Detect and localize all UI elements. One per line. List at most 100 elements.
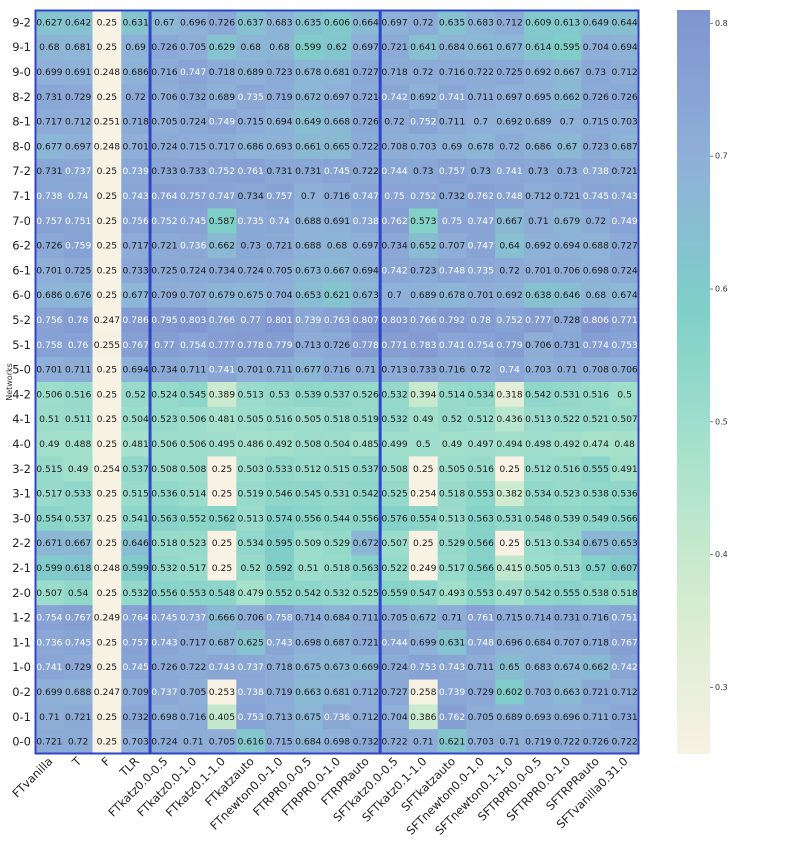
cell-value-label: 0.701 <box>525 265 551 276</box>
y-axis-label: Networks <box>5 363 14 401</box>
heatmap-cell <box>121 258 151 284</box>
heatmap-cell <box>437 555 467 581</box>
heatmap-cell <box>178 679 208 705</box>
heatmap-cell <box>408 307 438 333</box>
cell-value-label: 0.694 <box>266 117 292 128</box>
cell-value-label: 0.533 <box>65 489 91 500</box>
heatmap-cell <box>581 729 611 755</box>
heatmap-cell <box>322 282 352 308</box>
cell-value-label: 0.525 <box>381 489 407 500</box>
cell-value-label: 0.662 <box>554 92 580 103</box>
heatmap-cell <box>150 10 180 36</box>
cell-value-label: 0.715 <box>180 141 206 152</box>
cell-value-label: 0.67 <box>154 17 175 28</box>
heatmap-cell <box>322 431 352 457</box>
cell-value-label: 0.736 <box>324 712 350 723</box>
heatmap-cell <box>437 158 467 184</box>
cell-value-label: 0.7 <box>560 117 575 128</box>
heatmap-cell <box>523 729 554 755</box>
cell-value-label: 0.258 <box>410 687 436 698</box>
heatmap-cell <box>408 10 438 36</box>
cell-value-label: 0.701 <box>36 265 62 276</box>
cell-value-label: 0.716 <box>439 365 465 376</box>
heatmap-cell <box>35 704 65 730</box>
heatmap-cell <box>466 704 496 730</box>
heatmap-cell <box>408 679 438 705</box>
heatmap-cell <box>178 258 208 284</box>
cell-value-label: 0.566 <box>468 538 494 549</box>
heatmap-cell <box>322 233 352 259</box>
cell-value-label: 0.493 <box>439 588 465 599</box>
heatmap-cell <box>466 282 496 308</box>
heatmap-cell <box>437 258 467 284</box>
heatmap-cell <box>207 431 237 457</box>
cell-value-label: 0.745 <box>583 191 609 202</box>
heatmap-cell <box>523 555 554 581</box>
cell-value-label: 0.704 <box>381 712 407 723</box>
heatmap-cell <box>351 357 381 383</box>
cell-value-label: 0.68 <box>586 290 607 301</box>
cell-value-label: 0.517 <box>439 563 465 574</box>
heatmap-cell <box>35 357 65 383</box>
heatmap-cell <box>207 307 237 333</box>
heatmap-cell <box>265 481 295 507</box>
heatmap-cell <box>322 332 352 358</box>
cell-value-label: 0.544 <box>324 513 350 524</box>
cell-value-label: 0.674 <box>611 290 637 301</box>
heatmap-cell <box>178 431 208 457</box>
cell-value-label: 0.25 <box>97 637 118 648</box>
cell-value-label: 0.69 <box>442 141 463 152</box>
heatmap-cell <box>408 233 438 259</box>
cell-value-label: 0.697 <box>381 17 407 28</box>
heatmap-cell <box>552 679 582 705</box>
cell-value-label: 0.436 <box>496 414 522 425</box>
cell-value-label: 0.747 <box>468 216 494 227</box>
cell-value-label: 0.721 <box>583 687 609 698</box>
heatmap-cell <box>581 258 611 284</box>
heatmap-cell <box>610 233 640 259</box>
heatmap-cell <box>610 59 640 85</box>
heatmap-cell <box>380 158 410 184</box>
y-tick-labels: 9-2 9-1 9-0 8-2 8-1 8-0 7-2 7-1 7-0 6-2 6-1 6-0 5-2 5… <box>12 15 31 748</box>
heatmap-cell <box>408 729 438 755</box>
cell-value-label: 0.25 <box>212 489 233 500</box>
cell-value-label: 0.722 <box>180 662 206 673</box>
cell-value-label: 0.725 <box>151 265 177 276</box>
cell-value-label: 0.71 <box>413 737 433 748</box>
cell-value-label: 0.74 <box>269 216 290 227</box>
cell-value-label: 0.382 <box>496 489 522 500</box>
cell-value-label: 0.68 <box>240 42 261 53</box>
cell-value-label: 0.613 <box>554 17 580 28</box>
heatmap-cell <box>322 530 352 556</box>
heatmap-cell <box>466 233 496 259</box>
heatmap-cell <box>293 406 323 432</box>
heatmap-cell <box>466 481 496 507</box>
heatmap-cell <box>610 729 640 755</box>
cell-value-label: 0.717 <box>36 117 62 128</box>
heatmap-cell <box>610 357 640 383</box>
heatmap-cell <box>322 134 352 160</box>
cell-value-label: 0.757 <box>36 216 62 227</box>
heatmap-cell <box>207 456 237 482</box>
cell-value-label: 0.762 <box>468 191 494 202</box>
cell-value-label: 0.512 <box>295 464 321 475</box>
y-tick-label: 3-2 <box>12 462 31 476</box>
cell-value-label: 0.724 <box>238 265 264 276</box>
heatmap-cell <box>121 406 151 432</box>
cell-value-label: 0.723 <box>410 265 436 276</box>
cell-value-label: 0.668 <box>324 117 350 128</box>
cell-value-label: 0.675 <box>295 712 321 723</box>
cell-value-label: 0.678 <box>439 290 465 301</box>
cell-value-label: 0.509 <box>295 538 321 549</box>
cell-value-label: 0.742 <box>381 265 407 276</box>
heatmap-cell <box>236 34 266 60</box>
cell-value-label: 0.724 <box>381 662 407 673</box>
cell-value-label: 0.25 <box>97 265 118 276</box>
heatmap-cell <box>293 332 323 358</box>
heatmap-cell <box>236 704 266 730</box>
heatmap-cell <box>380 307 410 333</box>
cell-value-label: 0.629 <box>209 42 235 53</box>
heatmap-cell <box>178 530 208 556</box>
cell-value-label: 0.249 <box>410 563 436 574</box>
cell-value-label: 0.733 <box>123 265 149 276</box>
